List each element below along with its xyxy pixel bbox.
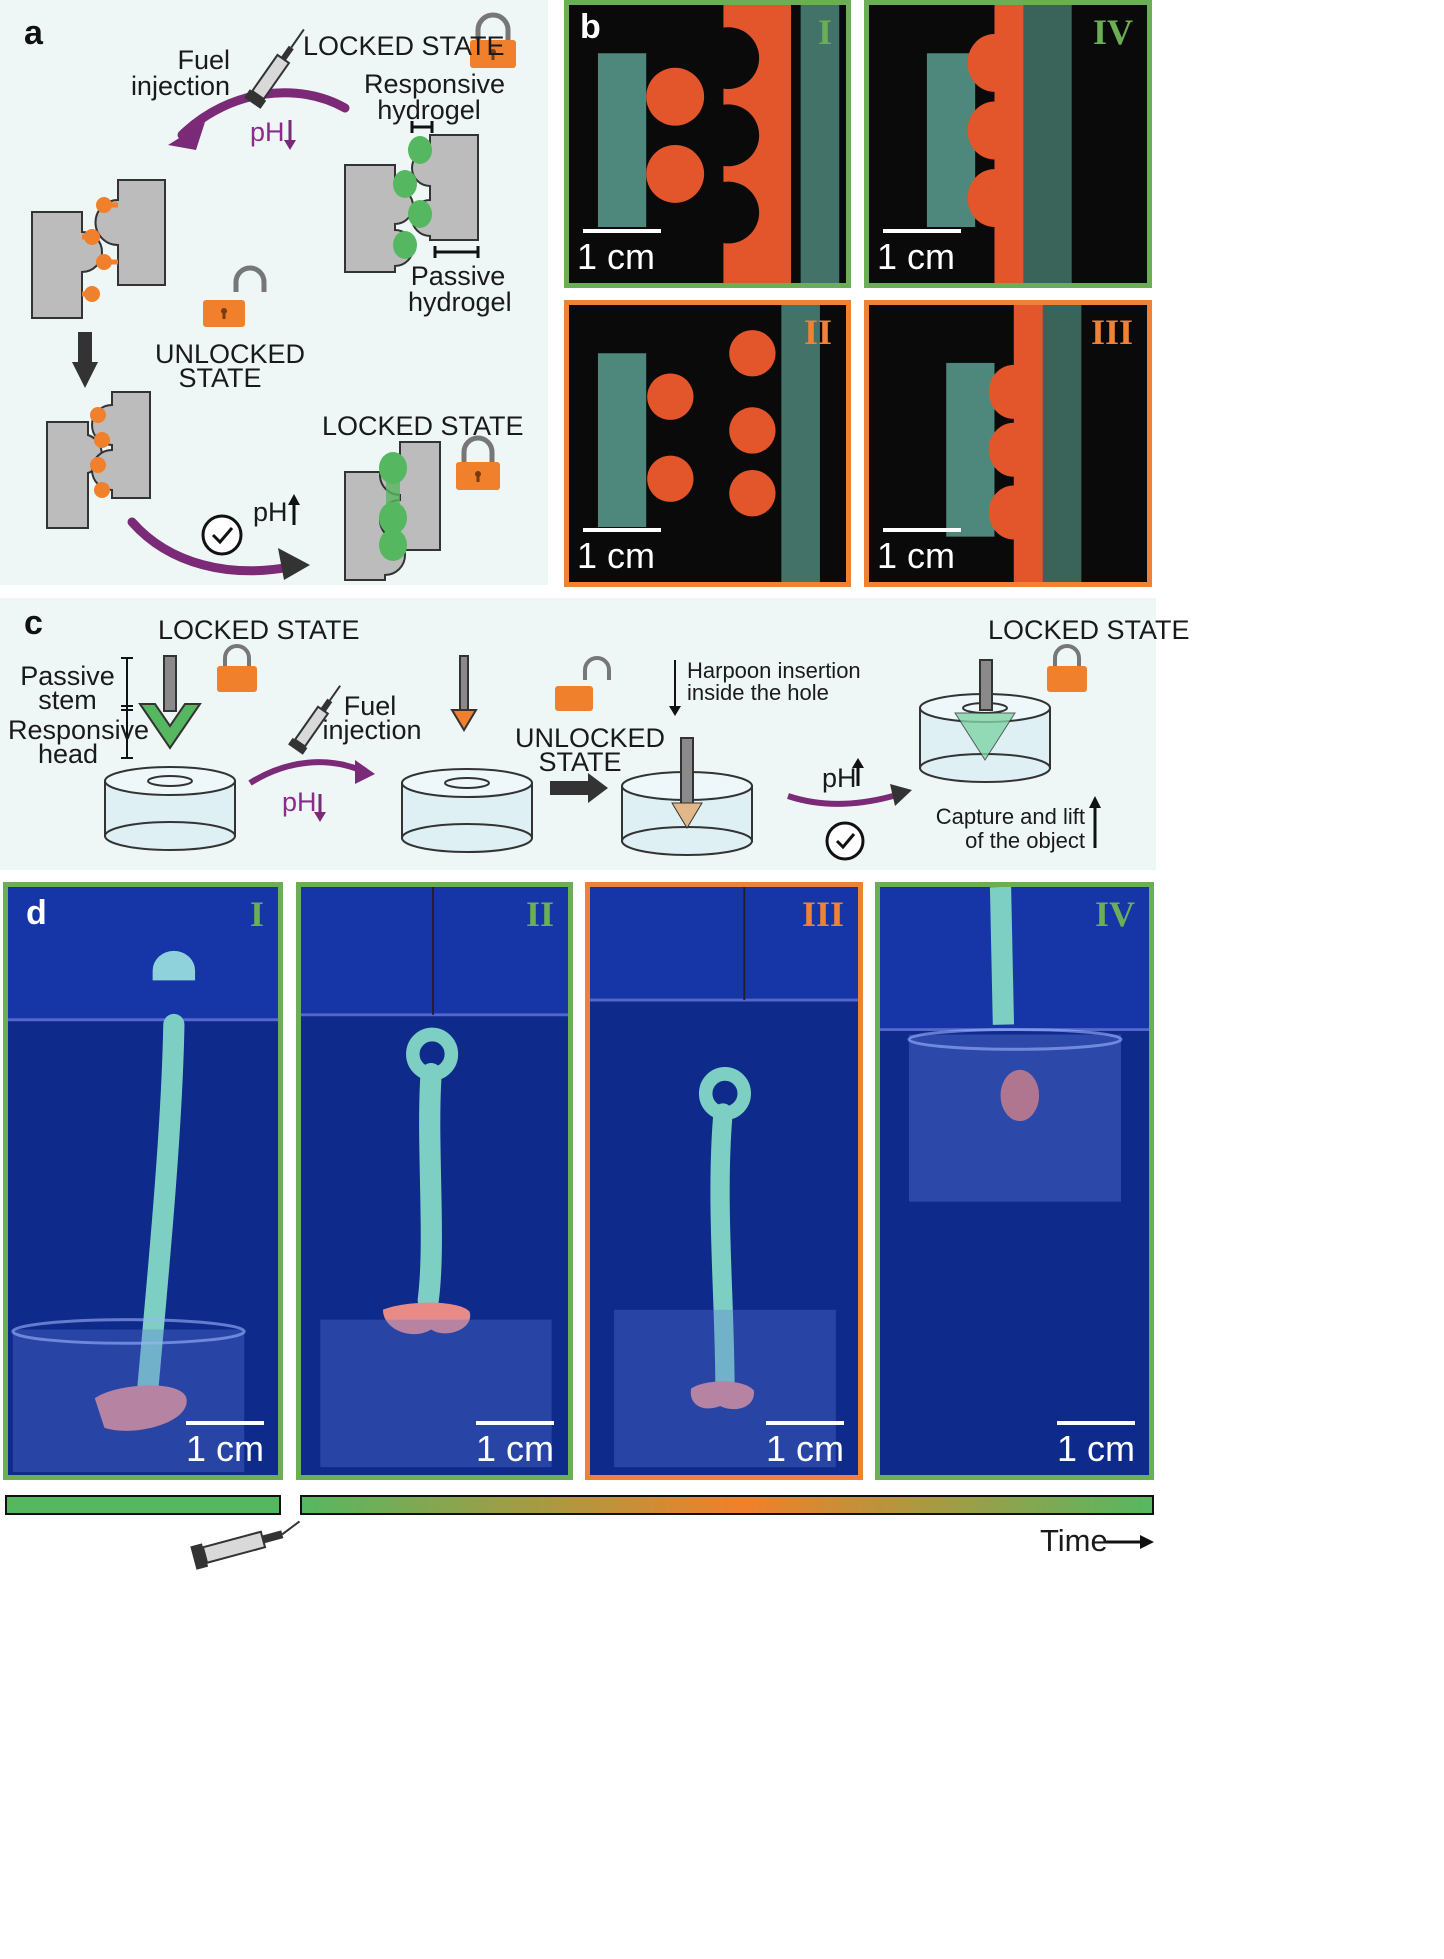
- c-locked-state-left: LOCKED STATE: [158, 615, 360, 645]
- a-responsive-hydrogel-2: hydrogel: [377, 95, 481, 125]
- syringe-icon-c: [288, 685, 341, 755]
- b-photo-4: III 1 cm: [864, 300, 1152, 587]
- a-locked-state-bottom: LOCKED STATE: [322, 411, 524, 441]
- panel-a-letter: a: [24, 14, 43, 52]
- c-fuel-label-2: injection: [322, 715, 422, 745]
- c-responsive-head-2: head: [37, 739, 99, 769]
- disc-2: [401, 768, 533, 853]
- c-harpoon-1: Harpoon insertion: [687, 658, 861, 683]
- padlock-locked-icon-c1: [217, 644, 257, 692]
- c-capture-1: Capture and lift: [935, 804, 1085, 829]
- a-fuel-label-1: Fuel: [177, 45, 230, 75]
- d-scale-4: 1 cm: [1057, 1421, 1135, 1467]
- b-roman-2: IV: [1092, 12, 1133, 52]
- a-ph-up-label: pH: [253, 497, 288, 527]
- a-unlocked-state-2: STATE: [178, 363, 262, 393]
- timeline-bar-locked: [5, 1495, 281, 1515]
- b-photo-2: IV 1 cm: [864, 0, 1152, 288]
- padlock-locked-icon-2: [456, 435, 500, 490]
- panel-c-letter: c: [24, 604, 43, 642]
- b-scale-1: 1 cm: [577, 229, 661, 275]
- c-unlocked-state-1: UNLOCKED: [515, 723, 666, 753]
- b-scale-2: 1 cm: [877, 229, 961, 275]
- time-arrow: [1105, 1535, 1154, 1549]
- b-roman-1: I: [817, 12, 832, 52]
- panel-c-diagram: [104, 644, 1101, 861]
- c-capture-2: of the object: [965, 828, 1085, 853]
- d-photo-1: I 1 cm: [3, 882, 283, 1480]
- padlock-locked-icon: [470, 12, 516, 68]
- d-photo-4: IV 1 cm: [875, 882, 1154, 1480]
- a-ph-down-label: pH: [250, 117, 285, 147]
- syringe-icon-timeline: [190, 1520, 301, 1570]
- c-locked-state-right: LOCKED STATE: [988, 615, 1190, 645]
- c-passive-stem-2: stem: [38, 685, 97, 715]
- d-roman-2: II: [525, 894, 554, 934]
- time-label: Time: [1040, 1523, 1108, 1558]
- b-scale-4: 1 cm: [877, 528, 961, 574]
- panel-b-letter: b: [580, 8, 601, 46]
- timeline-bar-gradient: [300, 1495, 1154, 1515]
- d-photo-3: III 1 cm: [585, 882, 863, 1480]
- padlock-locked-icon-c2: [1047, 644, 1087, 692]
- b-photo-1: I 1 cm: [564, 0, 851, 288]
- syringe-icon: [244, 28, 305, 109]
- d-roman-3: III: [801, 894, 844, 934]
- c-passive-stem-1: Passive: [20, 661, 115, 691]
- panel-d-letter: d: [26, 894, 47, 932]
- unlocked-pieces: [31, 179, 166, 319]
- c-unlocked-state-2: STATE: [538, 747, 622, 777]
- disc-1: [104, 766, 236, 851]
- c-fuel-label-1: Fuel: [343, 691, 397, 721]
- b-scale-3: 1 cm: [577, 528, 661, 574]
- a-passive-hydrogel-1: Passive: [410, 261, 506, 291]
- d-roman-1: I: [249, 894, 264, 934]
- a-locked-state-top: LOCKED STATE: [303, 31, 505, 61]
- d-photo-2: II 1 cm: [296, 882, 573, 1480]
- d-scale-3: 1 cm: [766, 1421, 844, 1467]
- c-ph-down: pH: [282, 787, 317, 817]
- c-responsive-head-1: Responsive: [8, 715, 150, 745]
- locked-interlock-top: [344, 121, 480, 273]
- c-harpoon-2: inside the hole: [687, 680, 829, 705]
- padlock-unlocked-icon: [203, 265, 267, 327]
- panel-a-diagram: [31, 12, 516, 581]
- b-roman-4: III: [1090, 312, 1133, 352]
- a-responsive-hydrogel-1: Responsive: [364, 69, 506, 99]
- b-photo-3: II 1 cm: [564, 300, 851, 587]
- b-roman-3: II: [803, 312, 832, 352]
- a-passive-hydrogel-2: hydrogel: [408, 287, 512, 317]
- d-scale-2: 1 cm: [476, 1421, 554, 1467]
- d-roman-4: IV: [1094, 894, 1135, 934]
- a-fuel-label-2: injection: [130, 71, 230, 101]
- locked-interlock-bottom: [344, 441, 441, 581]
- a-unlocked-state-1: UNLOCKED: [155, 339, 306, 369]
- clock-icon: [201, 514, 243, 556]
- unlocked-interlock-lower: [46, 391, 151, 529]
- d-scale-1: 1 cm: [186, 1421, 264, 1467]
- c-ph-up: pH: [822, 763, 857, 793]
- padlock-unlocked-icon-c: [555, 656, 611, 711]
